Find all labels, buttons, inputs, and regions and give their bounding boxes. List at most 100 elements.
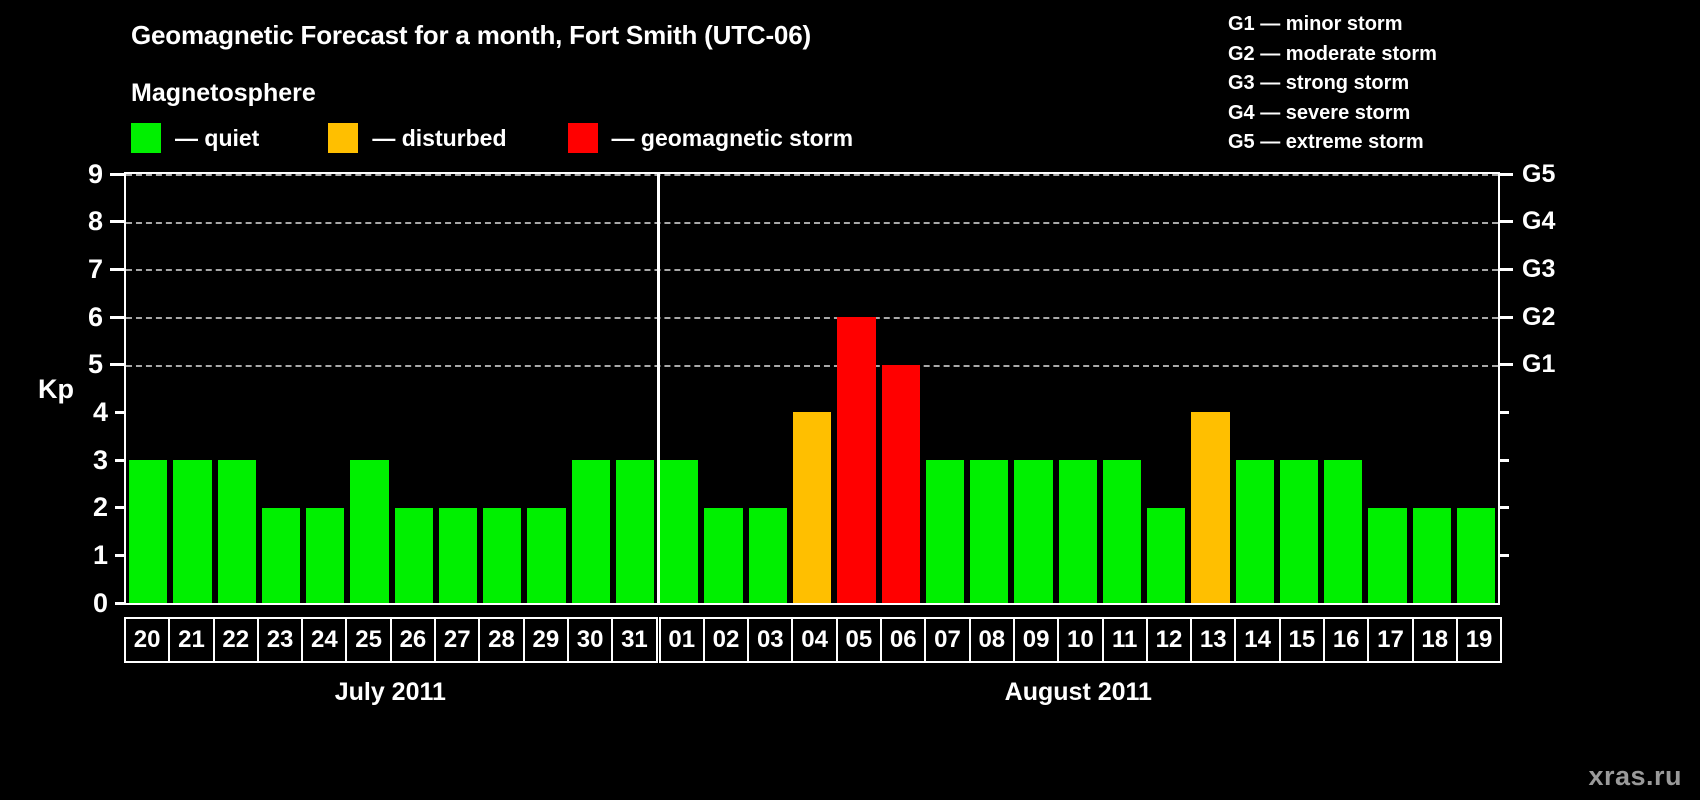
- bar-cell-day-31[interactable]: [613, 174, 657, 603]
- day-label-16[interactable]: 16: [1323, 617, 1370, 663]
- bar-day-17-kp-2[interactable]: [1368, 507, 1407, 603]
- bar-day-26-kp-2[interactable]: [394, 507, 433, 603]
- bar-day-10-kp-3[interactable]: [1058, 460, 1097, 603]
- day-label-21[interactable]: 21: [168, 617, 215, 663]
- bar-day-18-kp-2[interactable]: [1412, 507, 1451, 603]
- day-label-24[interactable]: 24: [301, 617, 348, 663]
- bar-day-03-kp-2[interactable]: [748, 507, 787, 603]
- day-label-04[interactable]: 04: [791, 617, 838, 663]
- bar-cell-day-21[interactable]: [170, 174, 214, 603]
- magnetosphere-section-label: Magnetosphere: [131, 79, 316, 107]
- bar-cell-day-22[interactable]: [215, 174, 259, 603]
- bar-day-11-kp-3[interactable]: [1102, 460, 1142, 603]
- bar-cell-day-29[interactable]: [524, 174, 568, 603]
- bar-cell-day-04[interactable]: [790, 174, 834, 603]
- day-label-28[interactable]: 28: [478, 617, 525, 663]
- day-label-02[interactable]: 02: [702, 617, 750, 663]
- bar-day-12-kp-2[interactable]: [1147, 507, 1186, 603]
- day-label-30[interactable]: 30: [566, 617, 614, 663]
- bar-cell-day-03[interactable]: [746, 174, 790, 603]
- bar-day-13-kp-4[interactable]: [1191, 412, 1230, 603]
- bar-day-31-kp-3[interactable]: [615, 460, 655, 603]
- bar-day-07-kp-3[interactable]: [925, 460, 965, 603]
- day-label-27[interactable]: 27: [434, 617, 481, 663]
- bar-cell-day-20[interactable]: [126, 174, 170, 603]
- bar-day-27-kp-2[interactable]: [438, 507, 478, 603]
- bar-day-16-kp-3[interactable]: [1324, 460, 1363, 603]
- bar-cell-day-09[interactable]: [1011, 174, 1055, 603]
- day-label-03[interactable]: 03: [747, 617, 794, 663]
- day-label-01[interactable]: 01: [658, 617, 705, 663]
- bar-day-22-kp-3[interactable]: [217, 460, 256, 603]
- day-label-08[interactable]: 08: [968, 617, 1015, 663]
- bar-day-20-kp-3[interactable]: [129, 460, 168, 603]
- y-right-minor-tick-kp-3: [1500, 445, 1518, 475]
- bar-cell-day-02[interactable]: [701, 174, 745, 603]
- bar-cell-day-25[interactable]: [347, 174, 391, 603]
- bar-cell-day-19[interactable]: [1454, 174, 1498, 603]
- bar-day-14-kp-3[interactable]: [1235, 460, 1274, 603]
- bar-cell-day-11[interactable]: [1100, 174, 1144, 603]
- y-tick-mark-kp-4: [115, 410, 124, 414]
- bar-cell-day-28[interactable]: [480, 174, 524, 603]
- legend-swatch-quiet: [131, 123, 161, 153]
- bar-cell-day-16[interactable]: [1321, 174, 1365, 603]
- bar-cell-day-30[interactable]: [569, 174, 613, 603]
- day-label-23[interactable]: 23: [256, 617, 304, 663]
- day-label-29[interactable]: 29: [522, 617, 569, 663]
- bar-day-01-kp-3[interactable]: [660, 460, 699, 603]
- day-label-12[interactable]: 12: [1145, 617, 1193, 663]
- bar-cell-day-14[interactable]: [1233, 174, 1277, 603]
- y-tick-kp-9: 9: [88, 159, 124, 189]
- bar-day-08-kp-3[interactable]: [970, 460, 1009, 603]
- bar-day-19-kp-2[interactable]: [1456, 507, 1496, 603]
- bar-day-23-kp-2[interactable]: [261, 507, 301, 603]
- bar-day-06-kp-5[interactable]: [881, 364, 920, 603]
- day-label-20[interactable]: 20: [124, 617, 171, 663]
- bar-day-29-kp-2[interactable]: [527, 507, 566, 603]
- day-label-19[interactable]: 19: [1455, 617, 1503, 663]
- bar-cell-day-10[interactable]: [1056, 174, 1100, 603]
- bar-day-24-kp-2[interactable]: [306, 507, 345, 603]
- bar-cell-day-24[interactable]: [303, 174, 347, 603]
- day-label-10[interactable]: 10: [1057, 617, 1104, 663]
- day-label-25[interactable]: 25: [345, 617, 392, 663]
- day-label-17[interactable]: 17: [1367, 617, 1414, 663]
- bar-cell-day-08[interactable]: [967, 174, 1011, 603]
- day-label-07[interactable]: 07: [924, 617, 971, 663]
- bar-day-15-kp-3[interactable]: [1279, 460, 1319, 603]
- day-label-06[interactable]: 06: [880, 617, 927, 663]
- bar-cell-day-05[interactable]: [834, 174, 878, 603]
- bar-cell-day-12[interactable]: [1144, 174, 1188, 603]
- bar-day-09-kp-3[interactable]: [1014, 460, 1053, 603]
- bar-cell-day-15[interactable]: [1277, 174, 1321, 603]
- bar-day-25-kp-3[interactable]: [350, 460, 389, 603]
- bar-day-02-kp-2[interactable]: [704, 507, 743, 603]
- y-tick-label-kp-0: 0: [92, 587, 108, 618]
- day-label-26[interactable]: 26: [389, 617, 437, 663]
- y-tick-label-kp-7: 7: [87, 253, 103, 284]
- bar-day-21-kp-3[interactable]: [173, 460, 212, 603]
- bar-day-04-kp-4[interactable]: [792, 412, 832, 603]
- day-label-09[interactable]: 09: [1012, 617, 1060, 663]
- bar-day-28-kp-2[interactable]: [483, 507, 522, 603]
- day-label-14[interactable]: 14: [1234, 617, 1281, 663]
- day-label-15[interactable]: 15: [1278, 617, 1326, 663]
- day-label-05[interactable]: 05: [835, 617, 883, 663]
- bar-cell-day-01[interactable]: [657, 174, 701, 603]
- bar-cell-day-18[interactable]: [1410, 174, 1454, 603]
- bar-cell-day-27[interactable]: [436, 174, 480, 603]
- day-label-18[interactable]: 18: [1411, 617, 1458, 663]
- bar-cell-day-17[interactable]: [1365, 174, 1409, 603]
- day-label-13[interactable]: 13: [1190, 617, 1237, 663]
- bar-day-30-kp-3[interactable]: [571, 460, 610, 603]
- day-label-22[interactable]: 22: [212, 617, 259, 663]
- day-label-31[interactable]: 31: [611, 617, 658, 663]
- day-label-11[interactable]: 11: [1101, 617, 1148, 663]
- bar-cell-day-26[interactable]: [392, 174, 436, 603]
- bar-cell-day-13[interactable]: [1188, 174, 1232, 603]
- bar-day-05-kp-6[interactable]: [837, 317, 876, 603]
- bar-cell-day-23[interactable]: [259, 174, 303, 603]
- bar-cell-day-06[interactable]: [879, 174, 923, 603]
- bar-cell-day-07[interactable]: [923, 174, 967, 603]
